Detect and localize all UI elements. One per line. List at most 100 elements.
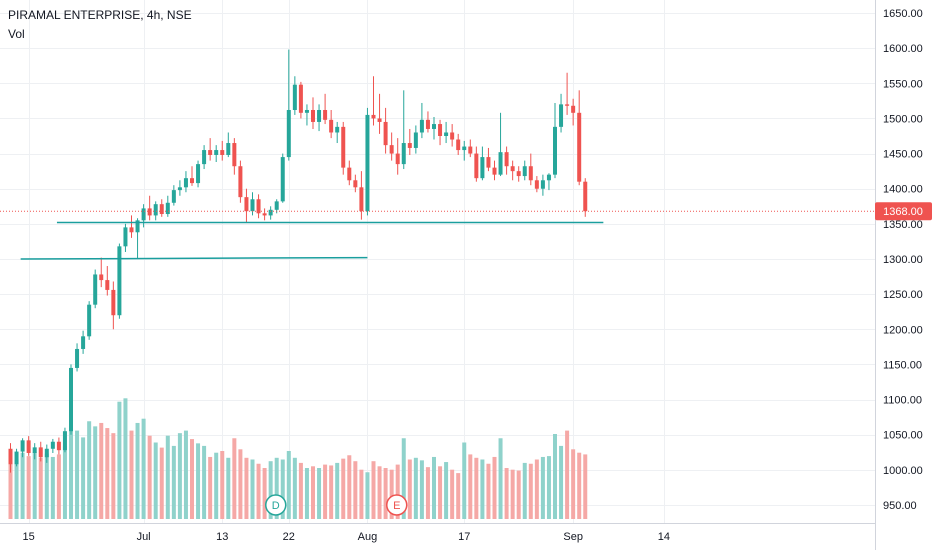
volume-bar bbox=[389, 469, 394, 519]
volume-bar bbox=[183, 430, 188, 519]
volume-bar bbox=[177, 433, 182, 519]
candle-body bbox=[226, 143, 231, 155]
candle-body bbox=[571, 105, 576, 113]
candle-body bbox=[534, 180, 539, 189]
volume-bar bbox=[432, 456, 436, 519]
candle-body bbox=[480, 157, 485, 179]
volume-bar bbox=[534, 459, 539, 519]
volume-bar bbox=[359, 469, 364, 519]
volume-bar bbox=[232, 438, 237, 519]
candle-body bbox=[250, 199, 255, 212]
volume-bar bbox=[202, 445, 207, 519]
volume-bar bbox=[311, 466, 315, 519]
y-axis-labels: 950.00 1000.00 1050.00 1100.00 1150.00 1200.0… bbox=[883, 8, 923, 512]
volume-bar bbox=[407, 459, 412, 519]
candle-body bbox=[292, 84, 297, 110]
volume-bar bbox=[365, 472, 370, 519]
volume-bar bbox=[250, 459, 255, 519]
volume-bar bbox=[190, 439, 194, 519]
price-candles bbox=[8, 49, 588, 473]
candle-body bbox=[438, 124, 443, 136]
volume-bar bbox=[123, 398, 128, 519]
volume-bar bbox=[474, 457, 479, 519]
volume-bar bbox=[244, 457, 249, 519]
candle-body bbox=[99, 274, 104, 281]
candle-body bbox=[389, 145, 394, 154]
event-marker[interactable]: D bbox=[265, 494, 287, 516]
candle-body bbox=[347, 167, 352, 181]
candle-body bbox=[444, 132, 449, 136]
candle-body bbox=[311, 109, 315, 122]
candle-body bbox=[528, 166, 533, 181]
candle-body bbox=[147, 208, 152, 216]
volume-bar bbox=[214, 452, 219, 519]
price-axis[interactable] bbox=[875, 0, 932, 550]
candle-body bbox=[214, 150, 219, 155]
last-price-badge bbox=[875, 202, 932, 221]
x-tick-label: Aug bbox=[358, 531, 378, 543]
support-trendline[interactable] bbox=[20, 256, 368, 260]
candle-body bbox=[123, 227, 128, 247]
volume-bar bbox=[498, 438, 503, 519]
volume-bar bbox=[226, 457, 231, 519]
time-axis[interactable] bbox=[0, 523, 875, 550]
y-tick-label: 1200.00 bbox=[883, 324, 923, 336]
candle-body bbox=[262, 213, 267, 216]
trendlines[interactable] bbox=[20, 221, 604, 260]
candle-body bbox=[419, 119, 424, 133]
candle-body bbox=[540, 180, 545, 189]
volume-bar bbox=[292, 457, 297, 519]
volume-bar bbox=[87, 421, 92, 519]
x-axis-labels: 15 Jul 13 22 Aug 17 Sep 14 bbox=[23, 531, 671, 543]
volume-bar bbox=[341, 458, 346, 519]
candle-body bbox=[153, 204, 158, 216]
candle-body bbox=[280, 157, 285, 202]
volume-bar bbox=[69, 391, 73, 519]
y-tick-label: 1400.00 bbox=[883, 184, 923, 196]
x-tick-label: 15 bbox=[23, 531, 35, 543]
volume-bar bbox=[329, 465, 334, 519]
event-marker-label: E bbox=[393, 500, 400, 512]
candle-body bbox=[522, 166, 527, 177]
candle-body bbox=[268, 209, 273, 216]
event-marker-label: D bbox=[272, 500, 280, 512]
volume-bar bbox=[304, 468, 309, 519]
last-price-tag: 1368.00 bbox=[875, 202, 932, 221]
volume-bar bbox=[504, 468, 509, 519]
volume-bar bbox=[553, 434, 557, 519]
y-tick-label: 1100.00 bbox=[883, 395, 922, 407]
y-tick-label: 1000.00 bbox=[883, 465, 923, 477]
candle-body bbox=[159, 204, 164, 215]
volume-bar bbox=[444, 462, 449, 519]
volume-bar bbox=[486, 463, 491, 519]
candle-body bbox=[583, 181, 588, 212]
volume-bar bbox=[262, 468, 267, 519]
candle-body bbox=[498, 152, 503, 175]
y-tick-label: 1500.00 bbox=[883, 113, 923, 125]
candle-body bbox=[111, 289, 116, 316]
candle-body bbox=[353, 180, 358, 188]
candle-body bbox=[56, 441, 61, 451]
volume-bar bbox=[383, 468, 388, 519]
candle-body bbox=[462, 146, 467, 151]
y-tick-label: 1250.00 bbox=[883, 289, 923, 301]
volume-bar bbox=[153, 442, 158, 519]
volume-bar bbox=[401, 438, 406, 519]
candle-body bbox=[62, 431, 67, 451]
y-tick-label: 1050.00 bbox=[883, 430, 923, 442]
x-tick-label: 22 bbox=[283, 531, 295, 543]
volume-bar bbox=[220, 451, 225, 519]
candle-body bbox=[244, 197, 249, 212]
candle-body bbox=[407, 143, 412, 148]
candle-body bbox=[486, 157, 491, 168]
candle-body bbox=[38, 447, 43, 458]
volume-bar bbox=[468, 454, 473, 519]
volume-bar bbox=[583, 454, 588, 519]
event-marker[interactable]: E bbox=[386, 494, 408, 516]
volume-bar bbox=[274, 457, 279, 519]
volume-bar bbox=[75, 430, 80, 519]
volume-bar bbox=[395, 464, 400, 519]
